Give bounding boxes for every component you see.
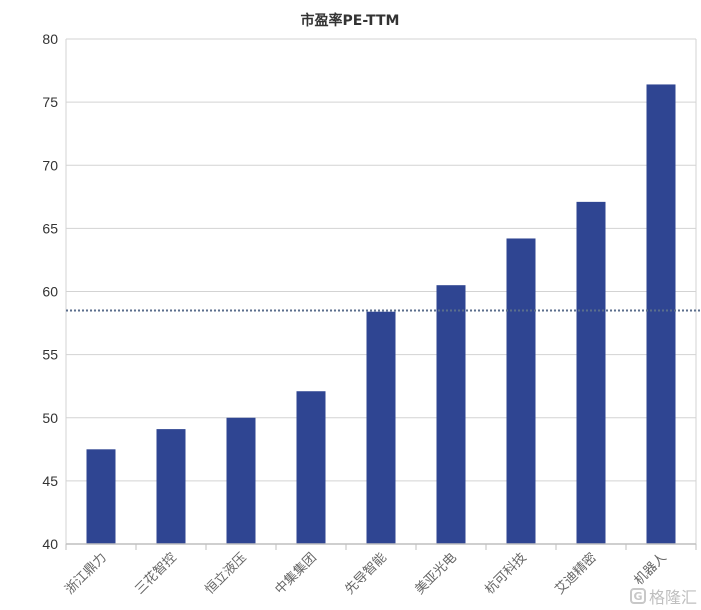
x-tick-label: 三花智控 [132, 550, 180, 598]
chart-title: 市盈率PE-TTM [301, 12, 400, 29]
y-tick-label: 70 [42, 157, 58, 173]
bar-1 [86, 449, 116, 544]
bar-6 [436, 285, 466, 544]
bar-8 [576, 201, 606, 545]
x-tick-label: 机器人 [632, 550, 670, 588]
x-tick-label: 恒立液压 [202, 550, 249, 597]
x-tick-label: 先导智能 [342, 550, 389, 597]
bar-7 [506, 238, 536, 544]
bars [86, 84, 676, 545]
y-tick-label: 45 [42, 473, 58, 489]
bar-5 [366, 311, 396, 544]
watermark: G 格隆汇 [629, 584, 697, 608]
bar-9 [646, 84, 676, 544]
x-axis-ticks: 浙江鼎力 三花智控 恒立液压 中集集团 先导智能 美亚光电 杭可科技 艾迪精密 机器人 [62, 550, 669, 598]
x-tick-label: 杭可科技 [482, 550, 529, 597]
y-tick-label: 40 [42, 536, 58, 552]
watermark-text: 格隆汇 [648, 588, 697, 607]
bar-3 [226, 417, 256, 544]
y-tick-label: 50 [42, 410, 58, 426]
y-tick-label: 65 [42, 220, 58, 236]
bar-2 [156, 429, 186, 544]
bar-4 [296, 391, 326, 544]
y-tick-label: 80 [42, 31, 58, 47]
y-axis-ticks: 40 45 50 55 60 65 70 75 80 [42, 31, 58, 552]
x-tick-label: 浙江鼎力 [62, 550, 109, 597]
x-tick-label: 美亚光电 [412, 550, 459, 597]
watermark-logo-icon: G [629, 588, 646, 604]
x-tick-label: 艾迪精密 [552, 550, 600, 598]
y-tick-label: 75 [42, 94, 58, 110]
x-axis [65, 543, 697, 550]
y-tick-label: 60 [42, 284, 58, 300]
x-tick-label: 中集集团 [272, 550, 320, 598]
y-tick-label: 55 [42, 347, 58, 363]
